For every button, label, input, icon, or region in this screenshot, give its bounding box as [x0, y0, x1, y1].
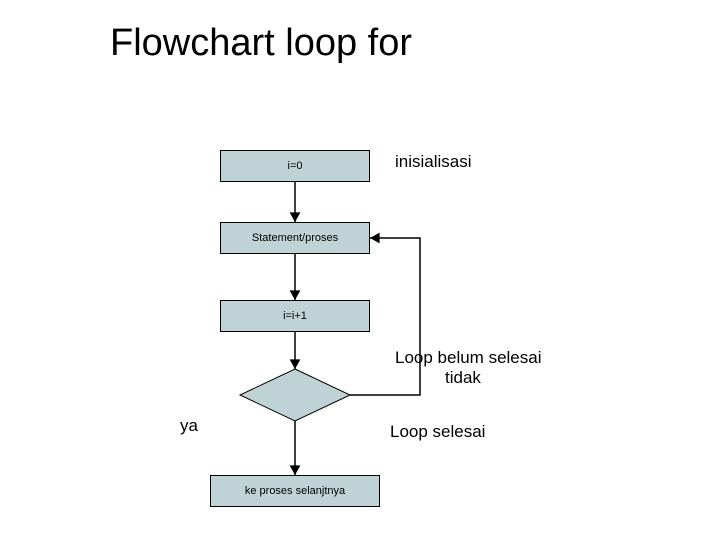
node-init: i=0	[220, 150, 370, 182]
page-title: Flowchart loop for	[110, 22, 412, 65]
label-loop-selesai: Loop selesai	[390, 422, 485, 442]
flowchart-svg	[0, 0, 720, 540]
node-stmt-text: Statement/proses	[252, 232, 338, 244]
node-incr: i=i+1	[220, 300, 370, 332]
label-loop-belum: Loop belum selesai	[395, 348, 541, 368]
label-inisialisasi: inisialisasi	[395, 152, 472, 172]
node-cond-text: i=10?	[273, 385, 310, 402]
label-ya: ya	[180, 416, 198, 436]
node-stmt: Statement/proses	[220, 222, 370, 254]
node-next: ke proses selanjtnya	[210, 475, 380, 507]
node-next-text: ke proses selanjtnya	[245, 485, 345, 497]
node-init-text: i=0	[288, 160, 303, 172]
label-tidak: tidak	[445, 368, 481, 388]
node-incr-text: i=i+1	[283, 310, 307, 322]
